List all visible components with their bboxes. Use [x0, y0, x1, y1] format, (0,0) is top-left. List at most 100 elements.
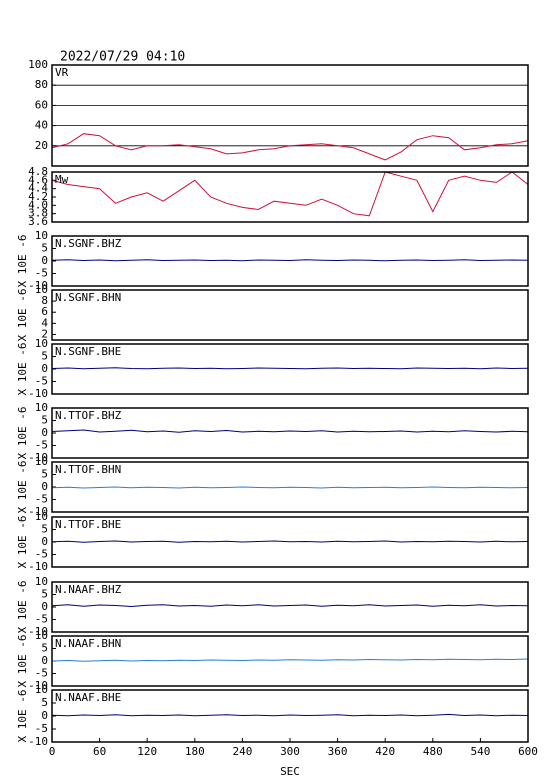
y-tick-label: -5	[35, 493, 48, 506]
series-line	[52, 429, 528, 433]
series-line	[52, 713, 528, 717]
y-axis-label: X 10E -6	[16, 690, 29, 743]
panel-frame	[51, 516, 529, 568]
series-line	[52, 486, 528, 489]
y-tick-label: 40	[35, 119, 48, 132]
x-tick-label: 0	[49, 745, 56, 758]
series-line	[52, 604, 528, 608]
panel-frame	[51, 581, 529, 633]
y-tick-label: 4.6	[28, 173, 48, 186]
y-tick-label: 5	[41, 642, 48, 655]
x-tick-label: 120	[137, 745, 157, 758]
series-label: N.SGNF.BHE	[55, 345, 121, 358]
series-line	[52, 658, 528, 662]
y-tick-label: 10	[35, 283, 48, 296]
y-tick-label: -10	[28, 451, 48, 464]
y-axis-label: X 10E -6	[16, 235, 29, 288]
y-tick-label: 4.4	[28, 182, 48, 195]
y-tick-label: 100	[28, 58, 48, 71]
y-tick-label: 0	[41, 535, 48, 548]
y-tick-label: 8	[41, 294, 48, 307]
x-tick-label: 540	[470, 745, 490, 758]
y-tick-label: 5	[41, 696, 48, 709]
y-tick-label: 10	[35, 229, 48, 242]
panel-frame	[51, 171, 529, 223]
y-tick-label: 4	[41, 316, 48, 329]
series-label: N.NAAF.BHN	[55, 637, 121, 650]
y-axis-label: X 10E -6	[16, 407, 29, 460]
x-axis-label: SEC	[280, 765, 300, 778]
y-tick-label: 2	[41, 327, 48, 340]
x-tick-label: 600	[518, 745, 538, 758]
series-label: N.TTOF.BHZ	[55, 409, 122, 422]
panel-frame	[51, 235, 529, 287]
y-tick-label: 10	[35, 455, 48, 468]
y-axis-label: X 10E -6	[16, 635, 29, 688]
y-axis-label: X 10E -6	[16, 581, 29, 634]
y-tick-label: 6	[41, 305, 48, 318]
panel-frame	[51, 461, 529, 513]
panel-frame	[51, 407, 529, 459]
series-label: VR	[55, 66, 69, 79]
x-tick-label: 420	[375, 745, 395, 758]
y-tick-label: 3.8	[28, 207, 48, 220]
x-tick-label: 60	[93, 745, 106, 758]
y-tick-label: -5	[35, 722, 48, 735]
y-tick-label: 4.2	[28, 190, 48, 203]
series-label: N.NAAF.BHE	[55, 691, 121, 704]
y-tick-label: 4.0	[28, 198, 48, 211]
y-tick-label: -10	[28, 560, 48, 573]
panel-frame	[51, 343, 529, 395]
y-tick-label: 60	[35, 98, 48, 111]
y-axis-label: X 10E -6	[16, 343, 29, 396]
timestamp: 2022/07/29 04:10	[60, 50, 185, 65]
y-tick-label: 0	[41, 426, 48, 439]
y-tick-label: -10	[28, 505, 48, 518]
y-tick-label: -5	[35, 439, 48, 452]
y-tick-label: 5	[41, 468, 48, 481]
y-tick-label: 20	[35, 139, 48, 152]
x-tick-label: 300	[280, 745, 300, 758]
y-tick-label: 5	[41, 350, 48, 363]
y-tick-label: 4.8	[28, 165, 48, 178]
series-line	[52, 172, 528, 217]
panel-frame	[51, 64, 529, 167]
y-axis-label: X 10E -6	[16, 516, 29, 569]
y-tick-label: 10	[35, 337, 48, 350]
y-tick-label: 0	[41, 654, 48, 667]
x-tick-label: 180	[185, 745, 205, 758]
y-tick-label: -10	[28, 279, 48, 292]
y-tick-label: 5	[41, 242, 48, 255]
y-axis-label: X 10E -6	[16, 289, 29, 342]
y-tick-label: 10	[35, 510, 48, 523]
y-tick-label: 5	[41, 588, 48, 601]
panel-frame	[51, 635, 529, 687]
y-tick-label: -10	[28, 679, 48, 692]
series-line	[52, 540, 528, 543]
y-tick-label: -10	[28, 735, 48, 748]
y-tick-label: -5	[35, 375, 48, 388]
y-tick-label: 10	[35, 629, 48, 642]
y-tick-label: -10	[28, 387, 48, 400]
y-tick-label: 10	[35, 683, 48, 696]
series-label: N.SGNF.BHZ	[55, 237, 122, 250]
series-label: N.NAAF.BHZ	[55, 583, 122, 596]
y-tick-label: -5	[35, 267, 48, 280]
y-tick-label: 0	[41, 480, 48, 493]
y-tick-label: 5	[41, 414, 48, 427]
series-label: Mw	[55, 173, 69, 186]
y-tick-label: 0	[41, 600, 48, 613]
y-tick-label: 3.6	[28, 215, 48, 228]
y-tick-label: -10	[28, 625, 48, 638]
y-tick-label: 80	[35, 78, 48, 91]
y-tick-label: 0	[41, 362, 48, 375]
y-tick-label: -5	[35, 667, 48, 680]
series-label: N.SGNF.BHN	[55, 291, 121, 304]
series-line	[52, 259, 528, 262]
y-tick-label: 10	[35, 575, 48, 588]
x-tick-label: 240	[232, 745, 252, 758]
series-label: N.TTOF.BHN	[55, 463, 121, 476]
y-tick-label: 0	[41, 709, 48, 722]
series-label: N.TTOF.BHE	[55, 518, 121, 531]
